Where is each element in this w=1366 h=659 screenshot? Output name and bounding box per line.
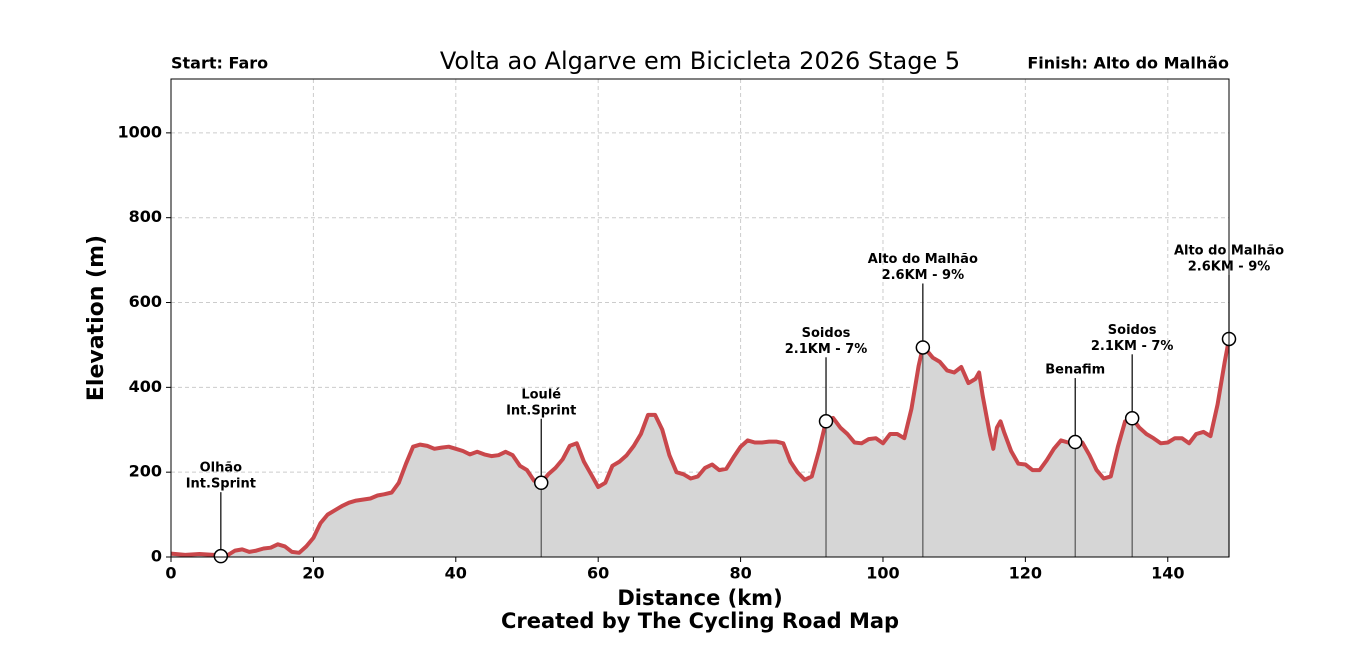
- annotation-label: 2.1KM - 7%: [1091, 339, 1174, 354]
- annotation-label: Soidos: [802, 326, 851, 341]
- annotation-marker: [818, 414, 834, 429]
- y-tick-label: 600: [129, 292, 162, 311]
- x-tick-label: 120: [1009, 564, 1042, 583]
- x-tick-label: 20: [302, 564, 324, 583]
- annotation-label: Int.Sprint: [186, 477, 256, 492]
- annotation-label: Alto do Malhão: [868, 252, 978, 267]
- annotation-label: Loulé: [521, 387, 561, 402]
- chart-title: Volta ao Algarve em Bicicleta 2026 Stage…: [440, 47, 960, 75]
- annotation-marker: [533, 475, 549, 491]
- annotation-label: Soidos: [1108, 323, 1157, 338]
- x-tick-label: 140: [1151, 564, 1184, 583]
- x-tick-label: 80: [729, 564, 751, 583]
- start-label: Start: Faro: [171, 54, 268, 73]
- annotation-marker: [1124, 411, 1140, 426]
- annotation-marker: [213, 548, 229, 564]
- annotation-label: 2.6KM - 9%: [882, 268, 965, 283]
- annotation-label: 2.1KM - 7%: [785, 342, 868, 357]
- y-tick-label: 0: [151, 547, 162, 566]
- annotation-marker: [1067, 434, 1083, 450]
- y-tick-label: 200: [129, 462, 162, 481]
- y-tick-label: 1000: [117, 122, 162, 141]
- credit: Created by The Cycling Road Map: [501, 609, 899, 633]
- x-tick-label: 0: [165, 564, 176, 583]
- finish-label: Finish: Alto do Malhão: [1027, 54, 1229, 73]
- annotation-label: Int.Sprint: [506, 403, 576, 418]
- y-tick-label: 800: [129, 207, 162, 226]
- plot-frame: [170, 78, 1230, 558]
- elevation-line: [170, 338, 1231, 559]
- annotation-label: Olhão: [200, 461, 243, 476]
- annotation-label: Benafim: [1045, 363, 1105, 378]
- x-tick-label: 100: [866, 564, 899, 583]
- y-axis-label: Elevation (m): [84, 235, 109, 401]
- annotation-marker: [915, 340, 931, 355]
- elevation-area: [171, 339, 1229, 557]
- x-tick-label: 60: [587, 564, 609, 583]
- y-tick-label: 400: [129, 377, 162, 396]
- x-tick-label: 40: [445, 564, 467, 583]
- x-axis-label: Distance (km): [617, 586, 782, 610]
